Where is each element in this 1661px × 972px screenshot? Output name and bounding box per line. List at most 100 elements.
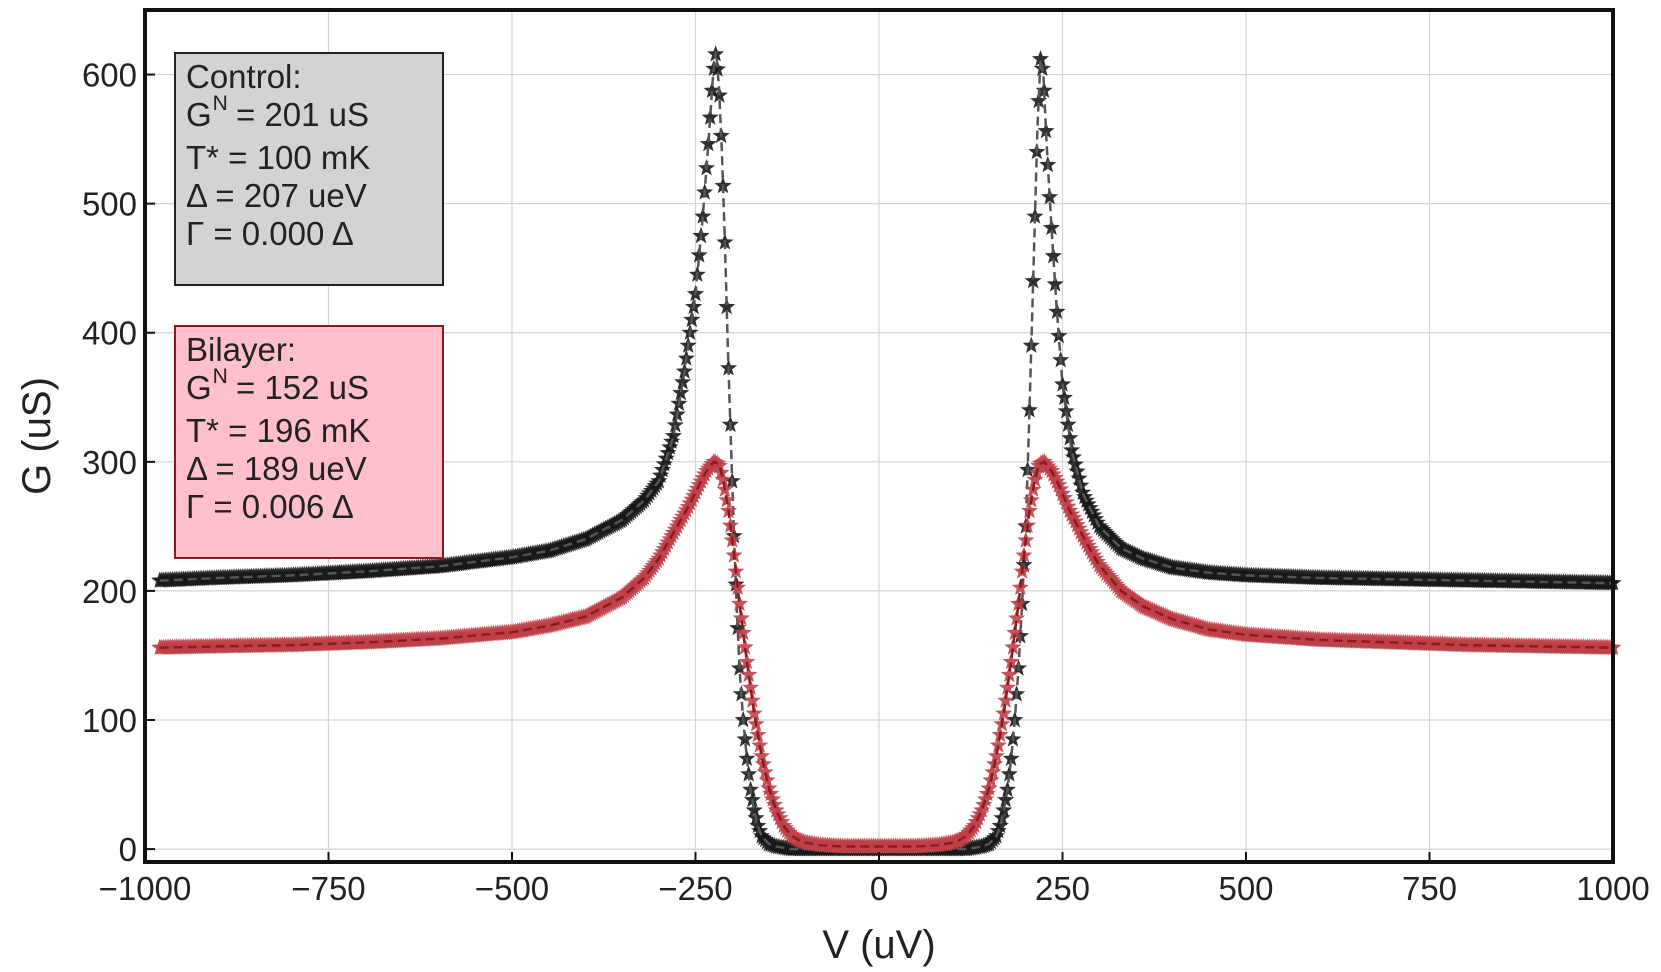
data-point <box>1053 375 1072 392</box>
data-point <box>709 60 727 77</box>
x-tick-label: −250 <box>658 870 732 907</box>
data-point <box>734 623 752 641</box>
data-point <box>1004 638 1022 655</box>
data-point <box>1030 92 1048 109</box>
data-point <box>1000 665 1018 683</box>
data-point <box>756 763 774 780</box>
data-point <box>1063 441 1081 458</box>
control-title: Control: <box>186 58 302 95</box>
control-t-line: T* = 100 mK <box>186 139 371 176</box>
x-tick-label: −500 <box>475 870 549 907</box>
data-point <box>1020 401 1038 418</box>
data-point <box>690 246 708 263</box>
data-point <box>701 108 719 125</box>
bilayer-annotation-box: Bilayer: GN = 152 uS T* = 196 mK Δ = 189… <box>174 325 444 559</box>
data-point <box>1053 484 1072 501</box>
y-tick-label: 300 <box>82 444 137 481</box>
data-point <box>731 594 749 612</box>
data-point <box>714 470 732 488</box>
data-point <box>751 736 769 753</box>
data-point <box>1009 594 1027 612</box>
data-point <box>703 81 721 98</box>
data-point <box>674 373 692 390</box>
y-tick-label: 400 <box>82 315 137 352</box>
data-point <box>991 816 1009 834</box>
data-point <box>1002 652 1020 670</box>
data-point <box>1077 533 1095 550</box>
x-axis-label: V (uV) <box>822 923 935 967</box>
data-point <box>1085 506 1103 523</box>
data-point <box>1059 415 1077 432</box>
data-point <box>740 665 758 683</box>
y-tick-label: 100 <box>82 702 137 739</box>
data-point <box>1065 509 1083 526</box>
data-point <box>753 747 771 764</box>
data-point <box>1048 472 1066 489</box>
data-point <box>1057 402 1075 419</box>
y-tick-label: 200 <box>82 573 137 610</box>
data-point <box>1035 81 1053 98</box>
x-tick-label: −750 <box>291 870 365 907</box>
x-tick-label: 250 <box>1035 870 1090 907</box>
x-tick-label: 500 <box>1218 870 1273 907</box>
control-gn-line: GN = 201 uS <box>186 92 432 139</box>
data-point <box>1066 455 1084 472</box>
y-tick-label: 500 <box>82 186 137 223</box>
x-axis: −1000 −750 −500 −250 0 250 500 750 1000 <box>99 852 1650 907</box>
data-point <box>666 416 684 433</box>
bilayer-delta-line: Δ = 189 ueV <box>186 450 367 487</box>
data-point <box>732 609 750 626</box>
x-tick-label: 1000 <box>1576 870 1649 907</box>
data-point <box>1037 122 1055 139</box>
data-point <box>1031 50 1049 67</box>
bilayer-gn-line: GN = 152 uS <box>186 365 432 412</box>
x-tick-label: −1000 <box>99 870 192 907</box>
data-point <box>710 456 728 474</box>
y-tick-label: 0 <box>119 831 137 868</box>
data-point <box>749 816 767 834</box>
data-point <box>1026 470 1044 488</box>
bilayer-title: Bilayer: <box>186 331 297 368</box>
data-point <box>1048 302 1066 319</box>
x-tick-label: 0 <box>870 870 888 907</box>
data-point <box>694 207 712 224</box>
y-axis-label: G (uS) <box>15 377 59 495</box>
data-point <box>998 678 1016 695</box>
control-g-sup: N <box>212 92 228 115</box>
control-gn-value: = 201 uS <box>226 96 370 133</box>
bilayer-gamma-line: Γ = 0.006 Δ <box>186 488 354 525</box>
data-point <box>1055 388 1073 406</box>
data-point <box>764 790 782 807</box>
data-point <box>989 736 1007 753</box>
data-point <box>1046 275 1064 292</box>
data-point <box>1079 495 1097 512</box>
data-point <box>1074 483 1092 500</box>
data-point <box>1046 469 1064 486</box>
data-point <box>984 763 1002 780</box>
data-point <box>997 791 1015 808</box>
data-point <box>1015 556 1033 573</box>
data-point <box>767 801 785 818</box>
data-point <box>745 801 763 818</box>
data-point <box>1002 749 1020 766</box>
y-tick-label: 600 <box>82 57 137 94</box>
control-gamma-line: Γ = 0.000 Δ <box>186 215 354 252</box>
data-point <box>743 691 761 708</box>
data-point <box>745 704 763 721</box>
data-point <box>997 691 1015 708</box>
series-bilayer <box>151 452 1622 854</box>
data-point <box>1087 510 1105 527</box>
data-point <box>738 652 756 670</box>
data-point <box>729 619 747 636</box>
data-point <box>743 791 761 808</box>
data-point <box>664 427 682 444</box>
data-point <box>736 638 754 655</box>
data-point <box>742 678 760 695</box>
bilayer-fit-line <box>159 460 1614 848</box>
data-point <box>718 297 736 315</box>
y-axis: 0 100 200 300 400 500 600 <box>82 57 155 868</box>
data-point <box>1044 247 1062 264</box>
data-point <box>1070 469 1088 486</box>
control-delta-line: Δ = 207 ueV <box>186 177 367 214</box>
